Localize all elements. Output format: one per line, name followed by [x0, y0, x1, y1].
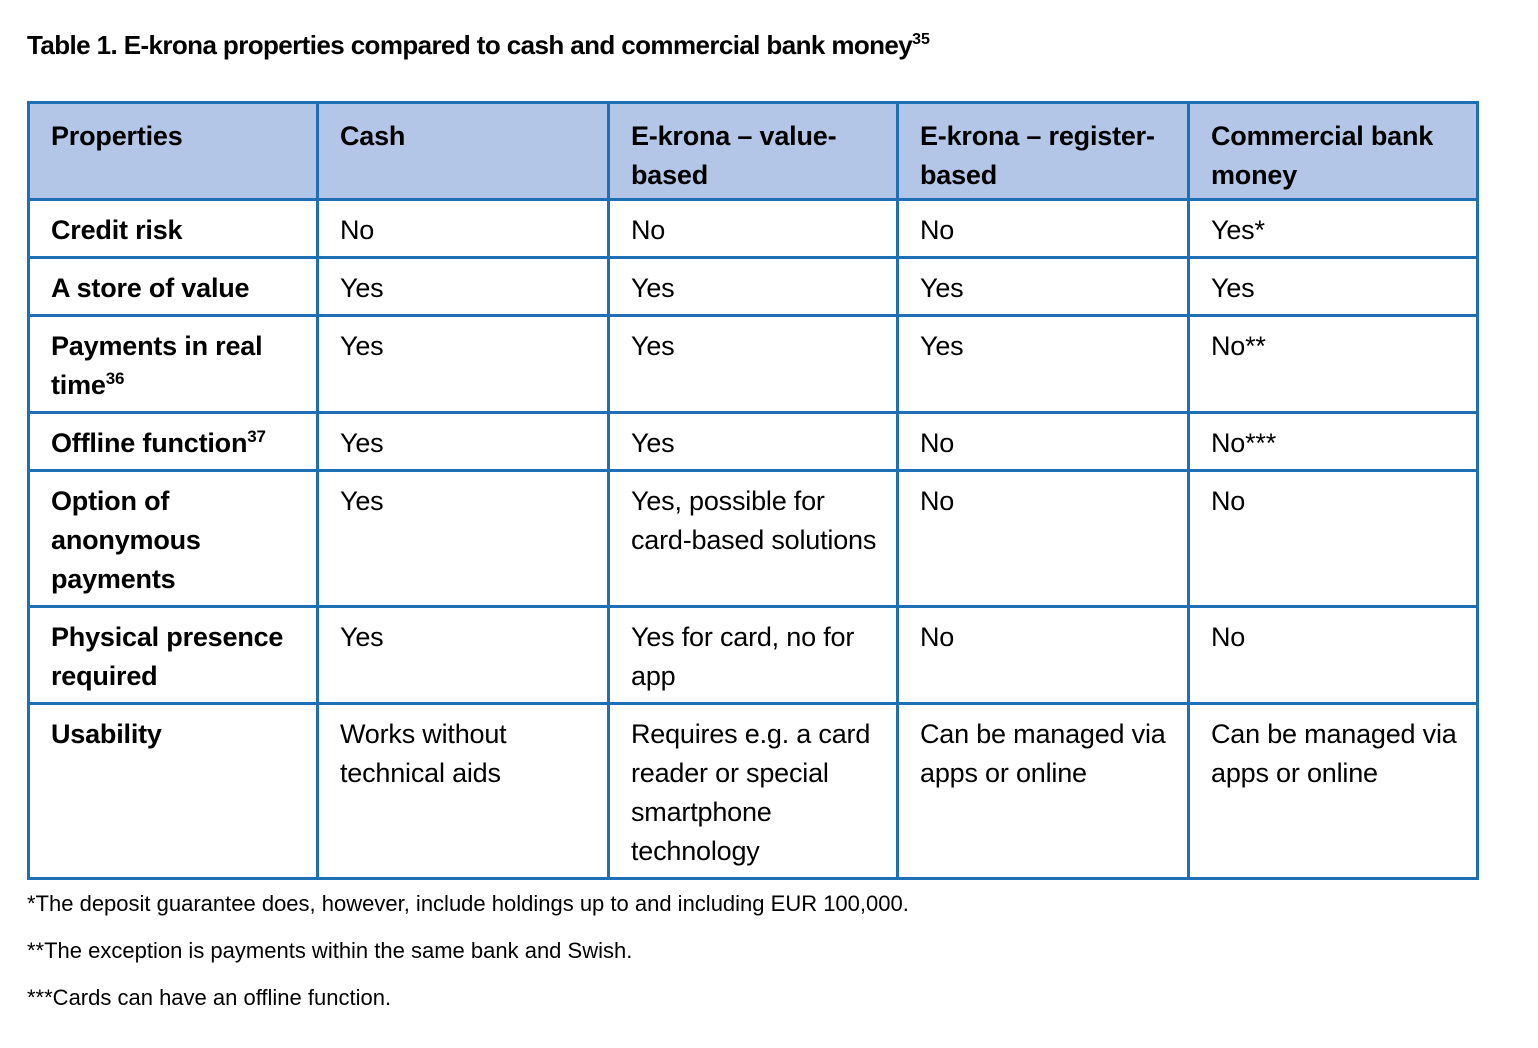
header-properties: Properties: [27, 101, 319, 201]
property-label: Usability: [51, 719, 162, 749]
property-footnote-ref: 37: [247, 427, 266, 446]
cell-commercial: No**: [1187, 314, 1479, 414]
cell-commercial: No***: [1187, 411, 1479, 472]
cell-register-based: No: [896, 605, 1190, 705]
table-row: Physical presence required Yes Yes for c…: [27, 605, 1479, 705]
cell-register-based: Can be managed via apps or online: [896, 702, 1190, 880]
cell-value-based: Yes: [607, 314, 899, 414]
properties-table: Properties Cash E-krona – value-based E-…: [27, 101, 1479, 880]
cell-register-based: No: [896, 198, 1190, 259]
table-row: Credit risk No No No Yes*: [27, 198, 1479, 259]
row-property: Credit risk: [27, 198, 319, 259]
cell-cash: Yes: [316, 314, 610, 414]
cell-cash: No: [316, 198, 610, 259]
cell-cash: Yes: [316, 469, 610, 608]
property-label: Offline function: [51, 428, 248, 458]
cell-register-based: Yes: [896, 256, 1190, 317]
row-property: Offline function37: [27, 411, 319, 472]
property-label: Physical presence required: [51, 622, 284, 691]
footnote-exception: **The exception is payments within the s…: [27, 938, 633, 963]
cell-cash: Yes: [316, 411, 610, 472]
cell-value-based: Yes for card, no for app: [607, 605, 899, 705]
table-title: Table 1. E-krona properties compared to …: [27, 30, 930, 61]
row-property: Physical presence required: [27, 605, 319, 705]
cell-register-based: No: [896, 469, 1190, 608]
cell-value-based: Yes, possible for card-based solutions: [607, 469, 899, 608]
cell-commercial: Can be managed via apps or online: [1187, 702, 1479, 880]
cell-cash: Works without technical aids: [316, 702, 610, 880]
header-ekrona-value-based: E-krona – value-based: [607, 101, 899, 201]
title-footnote-ref: 35: [912, 31, 930, 48]
table-row: Option of anonymous payments Yes Yes, po…: [27, 469, 1479, 608]
header-ekrona-register-based: E-krona – register-based: [896, 101, 1190, 201]
property-label: Credit risk: [51, 215, 183, 245]
header-cash: Cash: [316, 101, 610, 201]
cell-commercial: No: [1187, 469, 1479, 608]
cell-value-based: Yes: [607, 256, 899, 317]
property-label: A store of value: [51, 273, 250, 303]
cell-value-based: Requires e.g. a card reader or special s…: [607, 702, 899, 880]
row-property: Usability: [27, 702, 319, 880]
footnote-cards-offline: ***Cards can have an offline function.: [27, 985, 392, 1010]
table-row: Offline function37 Yes Yes No No***: [27, 411, 1479, 472]
cell-value-based: Yes: [607, 411, 899, 472]
cell-commercial: No: [1187, 605, 1479, 705]
property-label: Option of anonymous payments: [51, 486, 201, 594]
cell-register-based: No: [896, 411, 1190, 472]
header-commercial-bank-money: Commercial bank money: [1187, 101, 1479, 201]
cell-cash: Yes: [316, 256, 610, 317]
cell-value-based: No: [607, 198, 899, 259]
table-title-text: Table 1. E-krona properties compared to …: [27, 30, 913, 60]
table-header-row: Properties Cash E-krona – value-based E-…: [27, 101, 1479, 201]
property-label: Payments in real time: [51, 331, 263, 400]
row-property: Option of anonymous payments: [27, 469, 319, 608]
row-property: Payments in real time36: [27, 314, 319, 414]
table-row: A store of value Yes Yes Yes Yes: [27, 256, 1479, 317]
cell-commercial: Yes*: [1187, 198, 1479, 259]
cell-cash: Yes: [316, 605, 610, 705]
footnotes: *The deposit guarantee does, however, in…: [27, 880, 909, 1021]
table-row: Payments in real time36 Yes Yes Yes No**: [27, 314, 1479, 414]
property-footnote-ref: 36: [105, 369, 125, 388]
table-row: Usability Works without technical aids R…: [27, 702, 1479, 880]
cell-commercial: Yes: [1187, 256, 1479, 317]
cell-register-based: Yes: [896, 314, 1190, 414]
row-property: A store of value: [27, 256, 319, 317]
footnote-deposit-guarantee: *The deposit guarantee does, however, in…: [27, 891, 909, 916]
